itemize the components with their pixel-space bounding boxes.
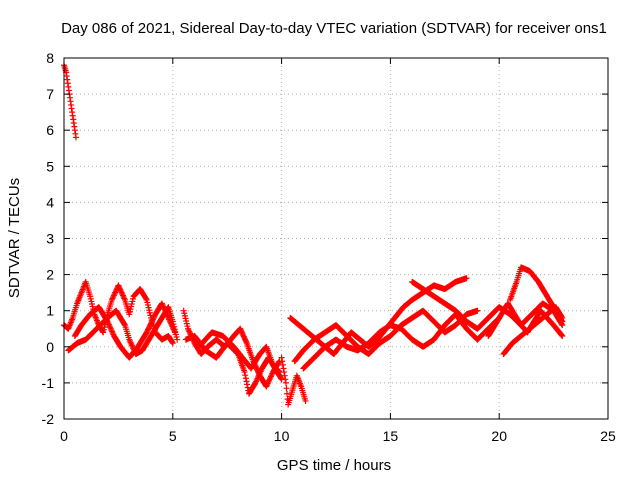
- data-point-marker: [474, 307, 481, 314]
- data-point-marker: [121, 321, 128, 328]
- data-point-marker: [282, 379, 289, 386]
- data-point-marker: [278, 354, 285, 361]
- data-layer: [61, 62, 566, 408]
- y-tick-label: -2: [42, 411, 55, 427]
- data-point-marker: [559, 314, 566, 321]
- data-point-marker: [302, 397, 309, 404]
- data-point-marker: [281, 372, 288, 379]
- y-tick-label: 4: [46, 194, 54, 210]
- data-point-marker: [558, 313, 565, 320]
- data-point-marker: [280, 365, 287, 372]
- x-tick-label: 15: [383, 428, 399, 444]
- data-point-marker: [169, 339, 176, 346]
- data-point-marker: [282, 376, 289, 383]
- x-axis-title: GPS time / hours: [277, 457, 391, 474]
- x-tick-label: 20: [491, 428, 507, 444]
- y-axis-title: SDTVAR / TECUs: [6, 178, 23, 298]
- data-point-marker: [463, 275, 470, 282]
- y-tick-label: -1: [42, 375, 55, 391]
- tick-layer: 0 5 10 15 20 25 -2 -1 0 1 2 3 4 5 6 7 8: [42, 50, 616, 444]
- data-point-marker: [558, 332, 565, 339]
- y-tick-label: 2: [46, 267, 54, 283]
- data-point-marker: [171, 329, 178, 336]
- data-point-marker: [72, 134, 79, 141]
- data-point-marker: [279, 361, 286, 368]
- data-point-marker: [281, 369, 288, 376]
- y-tick-label: 6: [46, 122, 54, 138]
- y-tick-label: 0: [46, 339, 54, 355]
- y-tick-label: 7: [46, 86, 54, 102]
- data-point-marker: [169, 340, 176, 347]
- y-tick-label: 8: [46, 50, 54, 66]
- data-point-marker: [559, 332, 566, 339]
- data-point-marker: [243, 378, 250, 385]
- data-point-marker: [283, 385, 290, 392]
- grid-layer: [64, 58, 608, 419]
- data-point-marker: [241, 369, 248, 376]
- y-tick-label: 5: [46, 158, 54, 174]
- y-tick-label: 1: [46, 303, 54, 319]
- data-point-marker: [242, 372, 249, 379]
- x-tick-label: 10: [274, 428, 290, 444]
- data-point-marker: [279, 358, 286, 365]
- data-point-marker: [242, 375, 249, 382]
- data-point-marker: [244, 381, 251, 388]
- x-tick-label: 25: [600, 428, 616, 444]
- y-tick-label: 3: [46, 231, 54, 247]
- x-tick-label: 5: [169, 428, 177, 444]
- x-tick-label: 0: [60, 428, 68, 444]
- data-point-marker: [174, 336, 181, 343]
- chart-title: Day 086 of 2021, Sidereal Day-to-day VTE…: [61, 20, 607, 37]
- data-point-marker: [143, 295, 150, 302]
